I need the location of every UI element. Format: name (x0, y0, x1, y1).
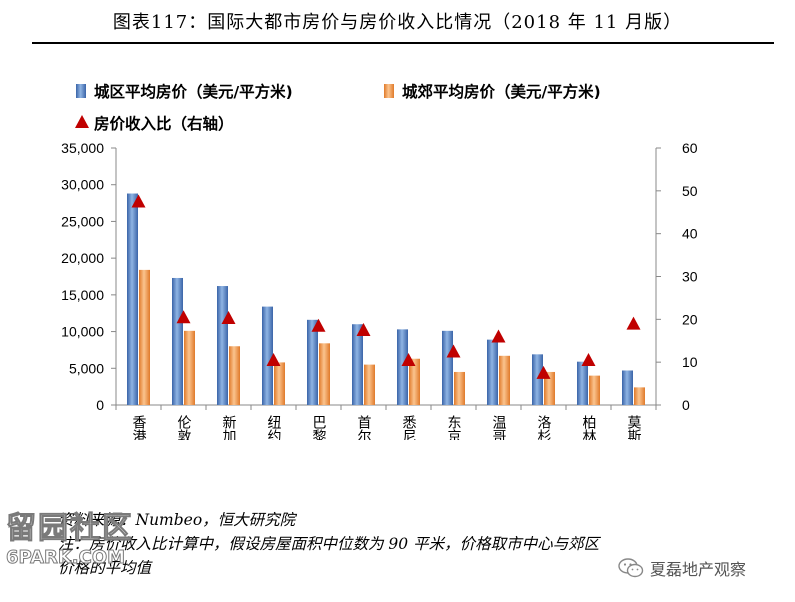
legend: 城区平均房价（美元/平方米) 城郊平均房价（美元/平方米) 房价收入比（右轴） (75, 82, 601, 133)
left-axis-tick-label: 30,000 (61, 177, 104, 193)
category-label-1: 伦敦 (176, 415, 192, 440)
bar-suburb-8 (499, 355, 510, 405)
left-axis-tick-label: 20,000 (61, 250, 104, 266)
left-axis-tick-label: 15,000 (61, 287, 104, 303)
bar-suburb-7 (454, 371, 465, 405)
bar-urban-6 (397, 329, 408, 405)
bar-suburb-9 (544, 371, 555, 405)
ratio-marker-10 (581, 353, 596, 367)
bar-suburb-5 (364, 364, 375, 405)
method-note-line-1: 注：房价收入比计算中，假设房屋面积中位数为 90 平米，价格取市中心与郊区 (58, 535, 600, 553)
right-axis-tick-label: 20 (682, 311, 698, 327)
left-axis-tick-label: 35,000 (61, 140, 104, 156)
category-label-6: 悉尼 (401, 415, 417, 440)
ratio-marker-4 (311, 318, 326, 332)
category-label-11: 莫斯科 (626, 415, 642, 440)
ratio-marker-7 (446, 344, 461, 358)
ratio-marker-5 (356, 323, 371, 337)
axes: 0 5,000 10,000 15,000 20,000 25,000 30,000 35,0… (61, 140, 698, 413)
ratio-marker-11 (626, 316, 641, 330)
category-label-9: 洛杉矶 (536, 415, 552, 440)
bar-urban-8 (487, 339, 498, 405)
bar-suburb-2 (229, 346, 240, 405)
legend-swatch-urban (76, 84, 86, 98)
bar-urban-1 (172, 277, 183, 405)
bar-suburb-10 (589, 375, 600, 405)
bars (127, 193, 645, 405)
footnotes: 资料来源：Numbeo，恒大研究院 注：房价收入比计算中，假设房屋面积中位数为 … (58, 508, 758, 580)
bar-urban-5 (352, 324, 363, 405)
legend-label-suburb: 城郊平均房价（美元/平方米) (402, 82, 601, 101)
legend-swatch-suburb (384, 84, 394, 98)
category-label-7: 东京 (446, 415, 462, 440)
bar-urban-0 (127, 193, 138, 405)
right-axis-tick-label: 0 (682, 397, 690, 413)
bar-urban-9 (532, 354, 543, 405)
right-axis-tick-label: 10 (682, 354, 698, 370)
bar-suburb-6 (409, 358, 420, 405)
category-label-5: 首尔 (356, 415, 372, 440)
bar-urban-2 (217, 286, 228, 405)
ratio-markers (131, 194, 641, 379)
category-label-10: 柏林 (581, 415, 597, 440)
bar-urban-4 (307, 319, 318, 405)
category-label-8: 温哥华 (491, 415, 507, 440)
bar-urban-10 (577, 361, 588, 405)
watermark-wechat: 夏磊地产观察 (618, 556, 746, 580)
category-label-3: 纽约 (266, 415, 282, 440)
title-divider (32, 42, 774, 44)
ratio-marker-0 (131, 194, 146, 208)
category-label-0: 香港 (131, 415, 147, 440)
bar-suburb-4 (319, 343, 330, 405)
category-label-4: 巴黎 (311, 415, 327, 440)
chart-canvas: 城区平均房价（美元/平方米) 城郊平均房价（美元/平方米) 房价收入比（右轴） … (61, 82, 698, 440)
left-axis-tick-label: 10,000 (61, 324, 104, 340)
watermark-6park-en: 6PARK.COM (6, 547, 126, 569)
ratio-marker-8 (491, 329, 506, 343)
right-axis-tick-label: 30 (682, 269, 698, 285)
method-note-line-2: 价格的平均值 (58, 559, 152, 577)
bar-suburb-11 (634, 387, 645, 405)
chart-title: 图表117：国际大都市房价与房价收入比情况（2018 年 11 月版） (112, 12, 683, 33)
bar-urban-7 (442, 330, 453, 405)
bar-suburb-3 (274, 362, 285, 405)
ratio-marker-6 (401, 353, 416, 367)
ratio-marker-2 (221, 311, 236, 325)
left-axis-tick-label: 0 (96, 397, 104, 413)
category-labels: 香港 伦敦 新加坡 纽约 巴黎 首尔 悉尼 东京 温哥华 洛杉矶 柏林 莫斯科 (131, 415, 642, 440)
legend-label-urban: 城区平均房价（美元/平方米) (94, 82, 293, 101)
ratio-marker-9 (536, 365, 551, 379)
ratio-marker-3 (266, 353, 281, 367)
left-axis-tick-label: 5,000 (69, 360, 104, 376)
right-axis-tick-label: 40 (682, 226, 698, 242)
legend-marker-ratio (75, 115, 89, 128)
ratio-marker-1 (176, 310, 191, 324)
right-axis-tick-label: 50 (682, 183, 698, 199)
source-note: 资料来源：Numbeo，恒大研究院 (58, 511, 296, 529)
bar-urban-11 (622, 370, 633, 405)
wechat-icon (618, 558, 644, 578)
bar-suburb-0 (139, 269, 150, 405)
bar-urban-3 (262, 306, 273, 405)
left-axis-tick-label: 25,000 (61, 213, 104, 229)
bar-suburb-1 (184, 330, 195, 405)
right-axis-tick-label: 60 (682, 140, 698, 156)
watermark-wechat-label: 夏磊地产观察 (650, 560, 747, 579)
watermark-6park-cn: 留园社区 (6, 511, 134, 547)
legend-label-ratio: 房价收入比（右轴） (94, 114, 234, 133)
category-label-2: 新加坡 (221, 415, 237, 440)
watermark-6park: 留园社区 6PARK.COM (6, 503, 134, 569)
